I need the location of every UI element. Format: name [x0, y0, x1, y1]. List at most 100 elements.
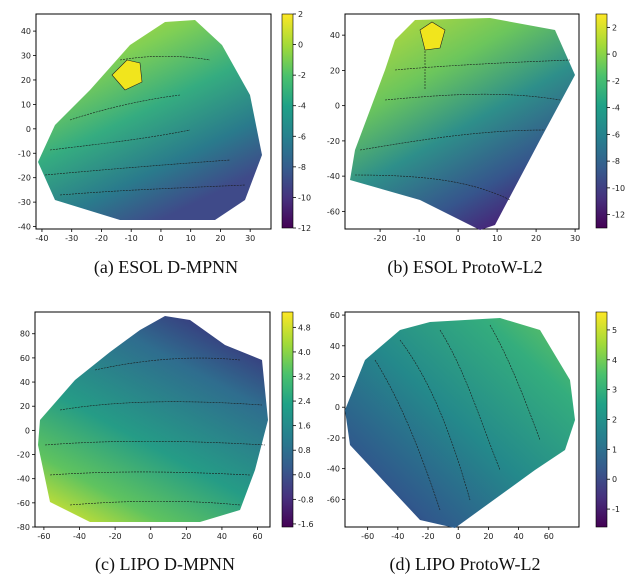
y-tick-label: 60 [20, 354, 30, 363]
colorbar-tick-label: 5 [612, 326, 617, 335]
y-tick-label: 40 [330, 342, 340, 351]
y-tick-label: 10 [21, 100, 31, 109]
y-tick-label: 20 [21, 76, 31, 85]
colorbar-tick-label: -4 [298, 102, 306, 111]
contour-lines [374, 324, 541, 511]
x-axis: -40 -30 -20 -10 0 10 20 30 [35, 229, 255, 243]
colorbar-tick-label: -2 [612, 77, 620, 86]
colorbar-tick-label: 1.6 [298, 422, 311, 431]
y-tick-label: -20 [18, 174, 31, 183]
colorbar-tick-label: -0.8 [298, 495, 314, 504]
x-tick-label: 20 [215, 234, 225, 243]
y-axis: 80 60 40 20 0 -20 -40 -60 -80 [17, 330, 35, 532]
x-tick-label: 0 [456, 234, 461, 243]
colorbar-tick-label: 0 [612, 475, 617, 484]
panel-c: -60 -40 -20 0 20 40 60 80 60 40 20 0 -20 -40 -60 -80 4… [17, 311, 314, 575]
colorbar-tick-label: 4.0 [298, 348, 311, 357]
contour-lines [44, 55, 246, 196]
colorbar-tick-label: -1.6 [298, 520, 314, 529]
colorbar-tick-label: -10 [298, 193, 311, 202]
colorbar-tick-label: -4 [612, 104, 620, 113]
x-tick-label: 30 [245, 234, 255, 243]
colorbar-tick-label: 0 [612, 50, 617, 59]
x-axis: -60 -40 -20 0 20 40 60 [361, 527, 554, 541]
x-tick-label: -40 [73, 532, 86, 541]
y-tick-label: 80 [20, 330, 30, 339]
colorbar-tick-label: -8 [612, 157, 620, 166]
colorbar-tick-label: -6 [612, 130, 620, 139]
panel-a: -40 -30 -20 -10 0 10 20 30 403020100-10-20-30-4… [18, 10, 311, 278]
caption: (a) ESOL D-MPNN [94, 257, 238, 278]
contour-surface [38, 316, 268, 522]
x-tick-label: -40 [391, 532, 404, 541]
colorbar-tick-label: 0.8 [298, 446, 311, 455]
colorbar-tick-label: -12 [612, 211, 625, 220]
colorbar-tick-label: 2 [612, 416, 617, 425]
y-tick-label: 0 [25, 426, 30, 435]
y-tick-label: 60 [330, 311, 340, 320]
x-tick-label: -20 [109, 532, 122, 541]
colorbar-axis: 2 0 -2 -4 -6 -8 -10 -12 [607, 23, 625, 220]
y-tick-label: 20 [330, 373, 340, 382]
contour-lines [354, 30, 571, 201]
y-tick-label: -40 [17, 475, 30, 484]
contour-surface [350, 18, 575, 230]
x-tick-label: 60 [544, 532, 554, 541]
colorbar-axis: 4.8 4.0 3.2 2.4 1.6 0.8 0.0 -0.8 -1.6 [293, 323, 314, 529]
x-tick-label: -20 [374, 234, 387, 243]
y-axis: 60 40 20 0 -20 -40 -60 [327, 311, 345, 504]
contour-surface [38, 20, 262, 220]
x-tick-label: 10 [186, 234, 196, 243]
contour-surface [345, 318, 575, 528]
x-tick-label: 10 [492, 234, 502, 243]
colorbar-tick-label: 2 [612, 23, 617, 32]
plot-frame [34, 311, 271, 528]
colorbar [281, 311, 294, 528]
x-axis: -60 -40 -20 0 20 40 60 [37, 527, 263, 541]
y-tick-label: -40 [18, 223, 31, 232]
colorbar-tick-label: 3.2 [298, 373, 311, 382]
plot-frame [344, 311, 580, 528]
colorbar-tick-label: 4.8 [298, 323, 311, 332]
colorbar [281, 13, 294, 229]
y-tick-label: 30 [21, 52, 31, 61]
x-tick-label: 40 [514, 532, 524, 541]
colorbar-tick-label: -2 [298, 71, 306, 80]
colorbar-axis: 5 4 3 2 1 0 -1 [607, 326, 620, 514]
x-tick-label: -10 [413, 234, 426, 243]
x-tick-label: -20 [421, 532, 434, 541]
colorbar-tick-label: 0 [298, 41, 303, 50]
colorbar [595, 13, 608, 229]
panel-d: -60 -40 -20 0 20 40 60 60 40 20 0 -20 -40 -60 5 4 3 2 1 0… [327, 311, 620, 575]
y-axis: 40 30 20 10 0 -10 -20 -30 -40 [18, 27, 36, 232]
y-tick-label: 20 [20, 402, 30, 411]
colorbar-tick-label: -8 [298, 163, 306, 172]
colorbar-tick-label: 2.4 [298, 397, 311, 406]
y-tick-label: 20 [330, 66, 340, 75]
x-tick-label: 0 [158, 234, 163, 243]
colorbar-tick-label: 1 [612, 445, 617, 454]
y-tick-label: 0 [335, 102, 340, 111]
y-tick-label: -60 [327, 495, 340, 504]
x-tick-label: 0 [148, 532, 153, 541]
y-axis: 40 20 0 -20 -40 -60 [327, 31, 345, 216]
x-tick-label: 0 [456, 532, 461, 541]
colorbar-tick-label: -1 [612, 505, 620, 514]
y-tick-label: -20 [327, 137, 340, 146]
y-tick-label: 40 [20, 378, 30, 387]
x-tick-label: 20 [483, 532, 493, 541]
hotspot-contour [419, 21, 446, 51]
caption: (d) LIPO ProtoW-L2 [390, 554, 541, 575]
colorbar-tick-label: 2 [298, 10, 303, 19]
colorbar-tick-label: -12 [298, 224, 311, 233]
contour-lines [44, 357, 266, 506]
x-tick-label: -60 [37, 532, 50, 541]
y-tick-label: -40 [327, 172, 340, 181]
colorbar-tick-label: 3 [612, 386, 617, 395]
y-tick-label: 40 [330, 31, 340, 40]
plot-frame [35, 13, 272, 230]
plot-frame [344, 13, 580, 230]
y-tick-label: -80 [17, 523, 30, 532]
x-tick-label: -30 [65, 234, 78, 243]
y-tick-label: 40 [21, 27, 31, 36]
